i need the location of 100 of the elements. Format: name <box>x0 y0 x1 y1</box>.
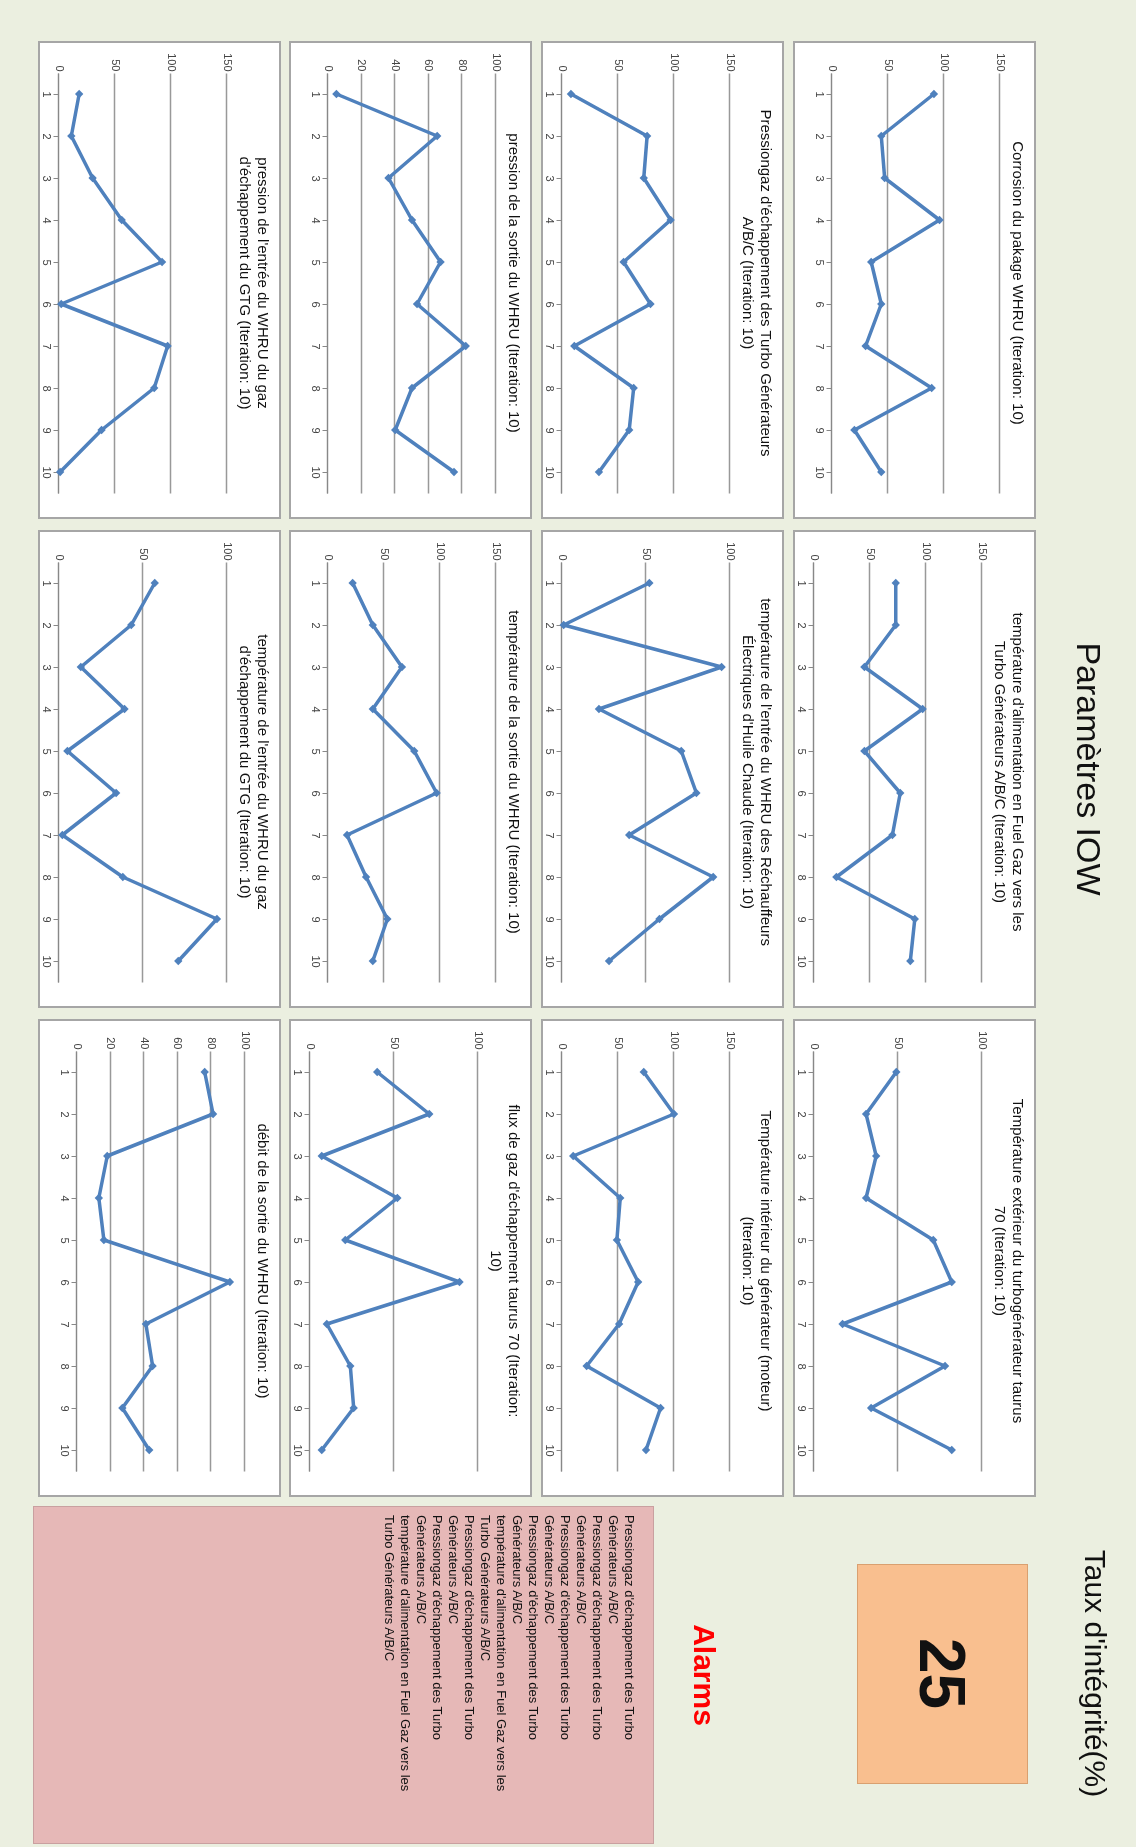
y-tick-label: 7 <box>543 1321 556 1328</box>
point <box>384 173 393 183</box>
y-tick-label: 8 <box>58 1363 71 1370</box>
x-tick-label: 80 <box>205 1037 218 1050</box>
y-tick-label: 10 <box>543 1444 556 1457</box>
x-tick-label: 50 <box>612 1037 625 1050</box>
point <box>127 620 136 630</box>
point <box>391 425 400 435</box>
y-tick-label: 9 <box>40 427 53 434</box>
point <box>625 830 634 840</box>
y-tick-label: 8 <box>291 1363 304 1370</box>
text: flux de gaz d'échappement taurus 70 (Iteration: 10) <box>488 1104 523 1418</box>
point <box>163 341 172 351</box>
x-tick-label: 0 <box>556 65 569 72</box>
point <box>150 383 159 393</box>
y-tick-label: 4 <box>813 217 826 224</box>
y-tick-label: 6 <box>795 790 808 797</box>
y-tick-label: 10 <box>58 1444 71 1457</box>
x-tick-label: 40 <box>389 59 402 72</box>
y-tick-label: 3 <box>309 175 322 182</box>
point <box>208 1109 218 1119</box>
x-tick-label: 100 <box>221 542 234 561</box>
x-tick-label: 150 <box>994 53 1007 72</box>
point <box>58 830 67 840</box>
point <box>918 704 927 714</box>
y-tick-label: 4 <box>58 1195 71 1202</box>
x-tick-label: 0 <box>808 554 821 561</box>
point <box>877 299 886 309</box>
y-tick-label: 6 <box>58 1279 71 1286</box>
point <box>111 788 121 798</box>
point <box>860 662 869 672</box>
point <box>67 131 76 141</box>
x-tick-label: 60 <box>172 1037 185 1050</box>
point <box>871 1151 881 1161</box>
point <box>656 1403 665 1413</box>
y-tick-label: 7 <box>40 343 53 350</box>
x-tick-label: 20 <box>105 1037 118 1050</box>
point <box>604 956 614 966</box>
x-tick-label: 100 <box>165 53 178 72</box>
x-tick-label: 50 <box>892 1037 905 1050</box>
point <box>322 1319 331 1329</box>
y-tick-label: 5 <box>813 259 826 266</box>
y-tick-label: 1 <box>40 580 53 587</box>
x-tick-label: 0 <box>556 554 569 561</box>
y-tick-label: 10 <box>795 955 808 968</box>
x-tick-label: 0 <box>53 65 66 72</box>
y-tick-label: 7 <box>58 1321 71 1328</box>
y-tick-label: 5 <box>795 1237 808 1244</box>
y-tick-label: 6 <box>543 790 556 797</box>
point <box>861 1193 871 1203</box>
y-tick-label: 8 <box>40 874 53 881</box>
y-tick-label: 4 <box>543 217 556 224</box>
y-tick-label: 10 <box>40 466 53 479</box>
y-tick-label: 10 <box>795 1444 808 1457</box>
x-tick-label: 50 <box>640 548 653 561</box>
point <box>174 956 183 966</box>
y-tick-label: 3 <box>795 1153 808 1160</box>
y-tick-label: 1 <box>291 1069 304 1076</box>
point <box>947 1277 956 1287</box>
point <box>850 425 859 435</box>
point <box>860 746 869 756</box>
x-tick-label: 100 <box>490 53 503 72</box>
text: Pressiongaz d'échappement des Turbo Générateurs A/B/C (Iteration: 10) <box>740 109 775 457</box>
point <box>368 620 377 630</box>
y-tick-label: 3 <box>813 175 826 182</box>
point <box>117 215 126 225</box>
text: pression de l'entrée du WHRU du gaz d'échappement du GTG (Iteration: 10) <box>237 156 272 410</box>
point <box>639 1067 648 1077</box>
y-tick-label: 8 <box>543 385 556 392</box>
x-tick-label: 150 <box>221 53 234 72</box>
y-tick-label: 1 <box>813 91 826 98</box>
x-tick-label: 20 <box>356 59 369 72</box>
text: pression de la sortie du WHRU (Iteration: 10) <box>506 133 523 433</box>
point <box>861 1109 871 1119</box>
y-tick-label: 10 <box>309 466 322 479</box>
x-tick-label: 100 <box>938 53 951 72</box>
y-tick-label: 8 <box>309 385 322 392</box>
y-tick-label: 10 <box>309 955 322 968</box>
x-tick-label: 0 <box>53 554 66 561</box>
point <box>582 1361 591 1371</box>
x-tick-label: 100 <box>239 1031 252 1050</box>
point <box>709 872 718 882</box>
point <box>877 467 886 477</box>
y-tick-label: 3 <box>291 1153 304 1160</box>
point <box>449 467 459 477</box>
y-tick-label: 5 <box>309 259 322 266</box>
point <box>655 914 664 924</box>
y-tick-label: 7 <box>795 832 808 839</box>
y-tick-label: 2 <box>40 622 53 629</box>
point <box>148 1361 157 1371</box>
x-tick-label: 50 <box>612 59 625 72</box>
y-tick-label: 9 <box>291 1405 304 1412</box>
point <box>425 1109 434 1119</box>
y-tick-label: 3 <box>58 1153 71 1160</box>
x-tick-label: 150 <box>976 542 989 561</box>
point <box>200 1067 209 1077</box>
point <box>383 914 392 924</box>
y-tick-label: 1 <box>543 91 556 98</box>
y-tick-label: 9 <box>543 916 556 923</box>
text: température de la sortie du WHRU (Iteration: 10) <box>506 610 523 934</box>
